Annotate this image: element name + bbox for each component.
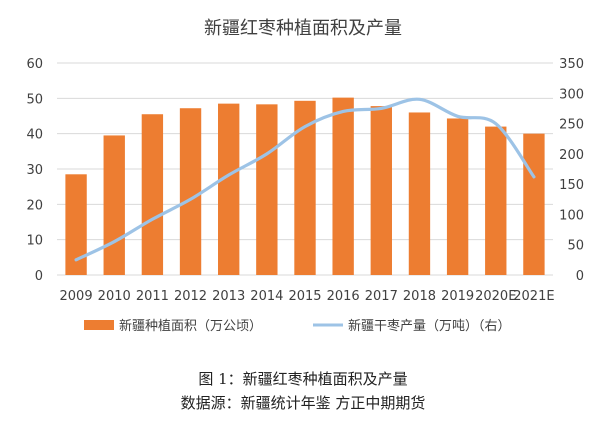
left-tick-label: 40: [26, 128, 43, 143]
x-tick-label: 2013: [212, 289, 245, 304]
x-tick-label: 2017: [365, 289, 398, 304]
x-tick-label: 2014: [250, 289, 283, 304]
x-tick-label: 2021E: [513, 289, 554, 304]
left-tick-label: 20: [26, 198, 43, 213]
bar: [65, 174, 87, 275]
legend-bar-label: 新疆种植面积（万公顷）: [119, 318, 262, 334]
left-tick-label: 0: [35, 269, 43, 284]
x-tick-label: 2012: [174, 289, 207, 304]
right-tick-label: 50: [567, 239, 584, 254]
x-tick-label: 2009: [60, 289, 93, 304]
legend-bar-swatch: [84, 320, 114, 330]
source-caption: 数据源：新疆统计年鉴 方正中期期货: [180, 394, 426, 412]
x-tick-label: 2019: [441, 289, 474, 304]
bar: [141, 114, 164, 275]
left-tick-label: 50: [26, 92, 43, 107]
right-tick-label: 250: [559, 118, 584, 133]
x-tick-label: 2015: [288, 289, 321, 304]
bar: [218, 103, 240, 275]
x-tick-label: 2011: [136, 289, 169, 304]
chart-title: 新疆红枣种植面积及产量: [204, 18, 402, 39]
right-tick-label: 0: [576, 269, 584, 284]
right-tick-label: 100: [559, 208, 584, 223]
legend: 新疆种植面积（万公顷） 新疆干枣产量（万吨）（右）: [84, 318, 511, 334]
x-tick-label: 2020E: [475, 289, 516, 304]
left-axis: 0 10 20 30 40 50 60: [26, 57, 43, 284]
chart: 新疆红枣种植面积及产量 0 10 20 30 40 50 60 0 50 100 150 200 25…: [26, 18, 584, 334]
line-series: [74, 97, 536, 262]
bar: [523, 133, 545, 275]
bar: [485, 126, 507, 275]
right-tick-label: 350: [559, 57, 584, 72]
bar: [332, 97, 354, 275]
right-tick-label: 200: [559, 148, 584, 163]
right-axis: 0 50 100 150 200 250 300 350: [559, 57, 584, 284]
right-tick-label: 150: [559, 178, 584, 193]
bar: [370, 106, 392, 276]
left-tick-label: 30: [26, 163, 43, 178]
x-tick-label: 2016: [327, 289, 360, 304]
bar: [294, 100, 316, 275]
bar-series: [65, 97, 545, 276]
bar: [103, 135, 125, 275]
x-tick-label: 2010: [98, 289, 131, 304]
left-tick-label: 60: [26, 57, 43, 72]
x-tick-label: 2018: [403, 289, 436, 304]
x-axis: 2009 2010 2011 2012 2013 2014 2015 2016 2017 2018…: [60, 289, 555, 304]
left-tick-label: 10: [26, 234, 43, 249]
bar: [179, 108, 202, 275]
bar: [408, 112, 431, 275]
legend-line-label: 新疆干枣产量（万吨）（右）: [348, 318, 511, 334]
bar: [256, 104, 278, 275]
bar: [446, 118, 469, 276]
right-tick-label: 300: [559, 87, 584, 102]
figure-caption: 图 1：新疆红枣种植面积及产量: [198, 370, 408, 388]
